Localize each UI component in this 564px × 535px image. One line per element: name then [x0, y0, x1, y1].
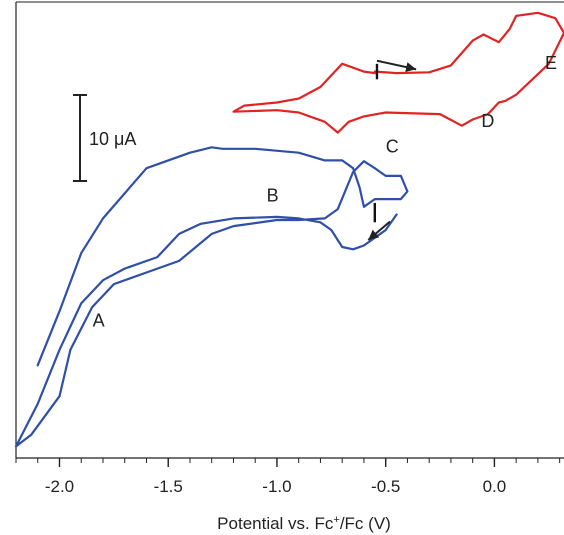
series-line-1 — [14, 146, 409, 448]
scan-direction-arrow-head — [405, 62, 417, 73]
x-axis: -2.0 -1.5 -1.0 -0.5 0.0 — [15, 458, 561, 496]
x-axis-title-main: Potential vs. Fc — [217, 514, 334, 533]
peak-label-d: D — [481, 111, 494, 131]
series-group — [14, 11, 564, 448]
scale-bar-label: 10 μA — [89, 129, 136, 149]
x-tick-label: -0.5 — [371, 477, 400, 496]
peak-label-e: E — [545, 53, 557, 73]
peak-label-c: C — [386, 137, 399, 157]
x-tick-label: -2.0 — [45, 477, 74, 496]
x-axis-title: Potential vs. Fc+/Fc (V) — [217, 514, 391, 533]
x-tick-label: 0.0 — [483, 477, 507, 496]
x-tick-label: -1.0 — [262, 477, 291, 496]
marker-group — [373, 63, 379, 223]
plot-frame — [15, 1, 564, 459]
scale-bar: 10 μA — [73, 94, 136, 182]
peak-label-a: A — [93, 311, 105, 331]
arrow-group — [367, 59, 417, 241]
annotation-group: A B C D E — [93, 53, 557, 330]
peak-label-b: B — [267, 185, 279, 205]
x-axis-title-tail: /Fc (V) — [340, 514, 391, 533]
x-axis-title-superscript: + — [333, 514, 339, 526]
series-line-2 — [232, 11, 564, 134]
scan-direction-arrow-head — [368, 229, 380, 241]
x-tick-label: -1.5 — [154, 477, 183, 496]
